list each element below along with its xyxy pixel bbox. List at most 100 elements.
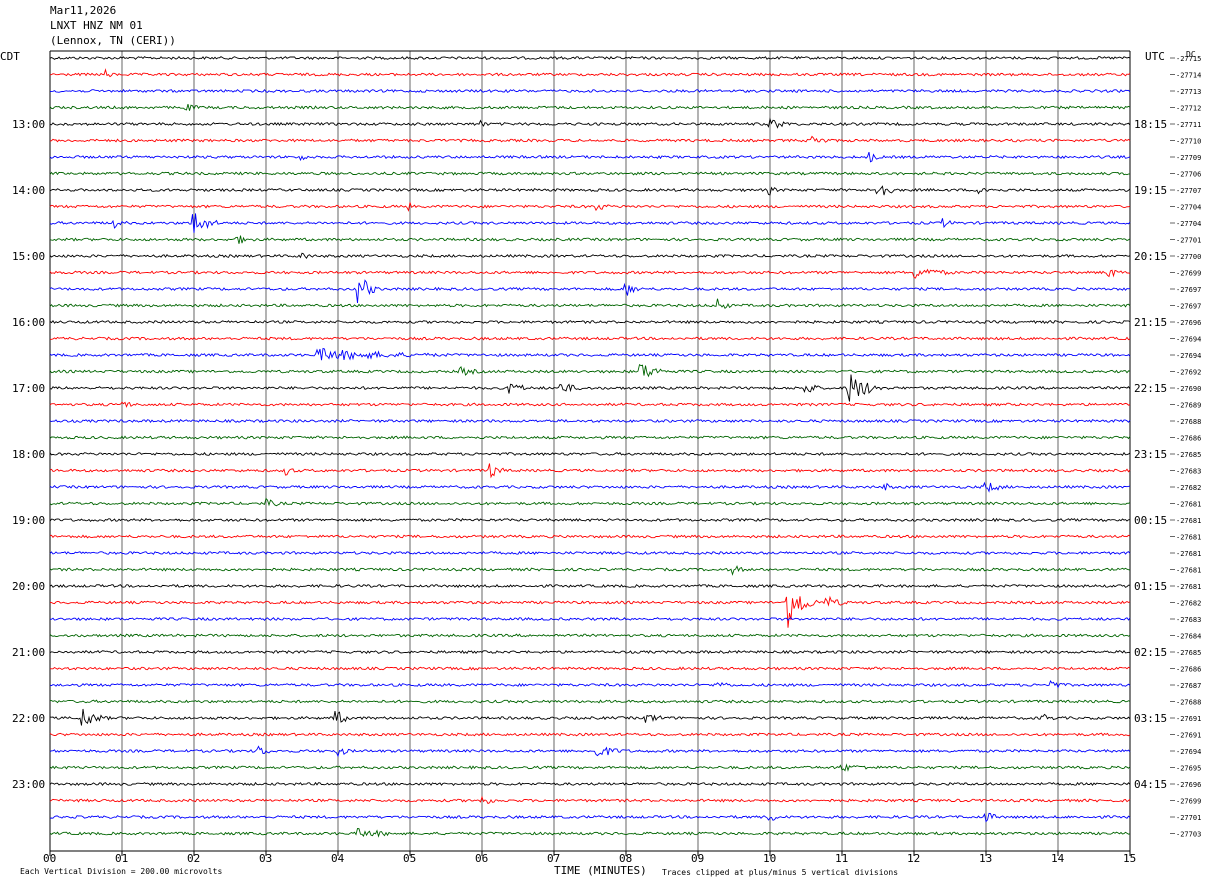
dc-offset-label: -27688	[1176, 418, 1201, 426]
dc-offset-label: -27682	[1176, 484, 1201, 492]
x-tick-label: 07	[547, 852, 560, 865]
left-time-label: 23:00	[12, 778, 45, 791]
dc-offset-label: -27697	[1176, 303, 1201, 311]
dc-offset-label: -27689	[1176, 402, 1201, 410]
trace-line	[49, 374, 1131, 402]
trace-line	[49, 795, 1131, 805]
right-time-label: 19:15	[1134, 184, 1167, 197]
dc-offset-label: -27690	[1176, 385, 1201, 393]
x-tick-label: 06	[475, 852, 488, 865]
dc-offset-label: -27681	[1176, 517, 1201, 525]
dc-offset-label: -27681	[1176, 583, 1201, 591]
trace-line	[49, 363, 1131, 378]
labels: CDT UTC DC Each Vertical Division = 200.…	[0, 50, 1201, 877]
trace-line	[49, 171, 1131, 176]
right-time-label: 00:15	[1134, 514, 1167, 527]
dc-label: DC	[1186, 50, 1196, 59]
trace-line	[49, 151, 1131, 163]
dc-offset-label: -27715	[1176, 55, 1201, 63]
x-tick-label: 15	[1123, 852, 1136, 865]
right-time-label: 20:15	[1134, 250, 1167, 263]
left-time-label: 13:00	[12, 118, 45, 131]
trace-line	[49, 347, 1131, 361]
dc-offset-label: -27706	[1176, 171, 1201, 179]
trace-line	[49, 463, 1131, 479]
dc-offset-label: -27685	[1176, 649, 1201, 657]
dc-offset-label: -27712	[1176, 105, 1201, 113]
x-tick-label: 11	[835, 852, 848, 865]
trace-line	[49, 616, 1131, 622]
dc-offset-label: -27685	[1176, 451, 1201, 459]
utc-label: UTC	[1145, 50, 1165, 63]
left-time-label: 14:00	[12, 184, 45, 197]
trace-line	[49, 595, 1131, 628]
dc-offset-label: -27696	[1176, 319, 1201, 327]
left-time-label: 16:00	[12, 316, 45, 329]
dc-offset-label: -27691	[1176, 715, 1201, 723]
right-time-label: 21:15	[1134, 316, 1167, 329]
dc-offset-label: -27681	[1176, 534, 1201, 542]
left-time-label: 17:00	[12, 382, 45, 395]
x-tick-label: 09	[691, 852, 704, 865]
right-time-label: 02:15	[1134, 646, 1167, 659]
x-tick-label: 10	[763, 852, 776, 865]
x-tick-label: 14	[1051, 852, 1065, 865]
x-tick-label: 12	[907, 852, 920, 865]
trace-line	[49, 279, 1131, 304]
trace-line	[49, 497, 1131, 507]
x-tick-label: 05	[403, 852, 416, 865]
trace-line	[49, 185, 1131, 196]
dc-offset-label: -27704	[1176, 204, 1201, 212]
dc-offset-label: -27714	[1176, 72, 1201, 80]
trace-line	[49, 418, 1131, 424]
trace-line	[49, 666, 1131, 671]
dc-offset-label: -27700	[1176, 253, 1201, 261]
dc-offset-label: -27713	[1176, 88, 1201, 96]
left-time-label: 15:00	[12, 250, 45, 263]
trace-line	[49, 135, 1131, 143]
trace-line	[49, 812, 1131, 823]
trace-line	[49, 583, 1130, 589]
trace-line	[49, 551, 1131, 556]
trace-line	[49, 319, 1131, 325]
trace-line	[49, 732, 1131, 737]
dc-offset-label: -27707	[1176, 187, 1201, 195]
trace-line	[49, 534, 1131, 539]
trace-line	[49, 336, 1131, 341]
dc-offset-label: -27682	[1176, 600, 1201, 608]
left-time-label: 20:00	[12, 580, 45, 593]
trace-line	[49, 565, 1131, 576]
left-time-label: 19:00	[12, 514, 45, 527]
trace-line	[49, 298, 1131, 310]
trace-line	[49, 55, 1131, 61]
dc-offset-label: -27694	[1176, 336, 1201, 344]
dc-offset-label: -27710	[1176, 138, 1201, 146]
trace-line	[49, 435, 1131, 440]
scale-note: Each Vertical Division = 200.00 microvol…	[20, 867, 222, 876]
dc-offset-label: -27687	[1176, 682, 1201, 690]
right-time-label: 01:15	[1134, 580, 1167, 593]
trace-line	[49, 202, 1131, 212]
dc-offset-label: -27683	[1176, 468, 1201, 476]
dc-offset-label: -27692	[1176, 369, 1201, 377]
trace-line	[49, 763, 1131, 772]
dc-offset-label: -27701	[1176, 814, 1201, 822]
trace-line	[49, 103, 1131, 111]
cdt-label: CDT	[0, 50, 20, 63]
dc-offset-label: -27691	[1176, 732, 1201, 740]
header-location: (Lennox, TN (CERI))	[50, 34, 176, 47]
trace-line	[49, 517, 1131, 523]
trace-line	[49, 745, 1131, 758]
dc-offset-label: -27695	[1176, 765, 1201, 773]
dc-offset-label: -27684	[1176, 633, 1201, 641]
trace-line	[49, 633, 1131, 638]
dc-offset-label: -27694	[1176, 352, 1201, 360]
x-tick-label: 01	[115, 852, 128, 865]
trace-line	[49, 268, 1131, 279]
trace-line	[49, 680, 1131, 689]
x-tick-label: 00	[43, 852, 56, 865]
dc-offset-label: -27709	[1176, 154, 1201, 162]
dc-offset-label: -27686	[1176, 435, 1201, 443]
dc-offset-label: -27704	[1176, 220, 1201, 228]
